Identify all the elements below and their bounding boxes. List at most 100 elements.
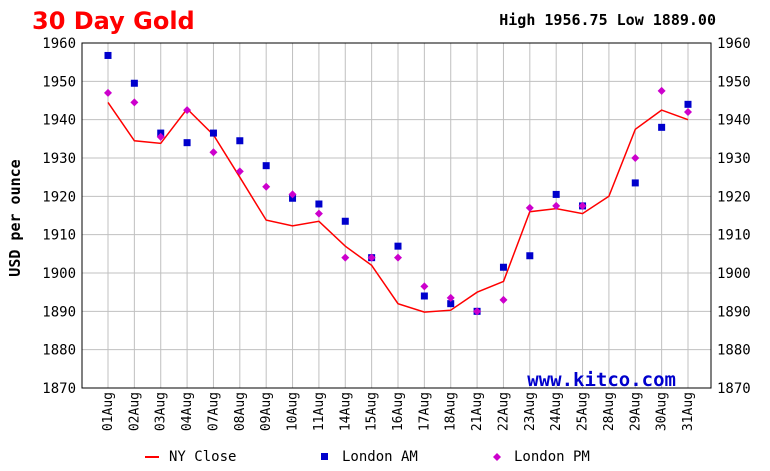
point-london-pm <box>657 86 666 95</box>
x-tick-label: 02Aug <box>127 392 142 431</box>
x-tick-label: 04Aug <box>180 392 195 431</box>
legend-swatch-london-pm <box>493 453 501 461</box>
point-london-pm <box>684 108 692 116</box>
plot-border <box>81 42 712 389</box>
y-tick-label: 1900 <box>42 266 76 282</box>
point-london-pm <box>473 307 482 316</box>
point-london-pm <box>446 293 455 302</box>
x-tick-label: 22Aug <box>496 392 511 431</box>
y-tick-label: 1930 <box>42 151 76 167</box>
legend-swatch-london-am <box>321 453 328 460</box>
y-tick-label: 1870 <box>42 381 76 397</box>
y-tick-label-right: 1890 <box>717 304 751 320</box>
x-tick-label: 01Aug <box>101 392 116 431</box>
x-tick-label: 16Aug <box>391 392 406 431</box>
y-tick-label: 1890 <box>42 304 76 320</box>
y-tick-label-right: 1880 <box>717 343 751 359</box>
point-london-am <box>130 79 138 87</box>
point-london-am <box>552 190 560 198</box>
point-london-am <box>658 123 666 131</box>
point-london-pm <box>552 201 561 210</box>
point-london-am <box>447 300 455 308</box>
legend-label: London AM <box>342 449 418 465</box>
point-london-pm <box>288 190 297 199</box>
point-london-pm <box>262 182 271 191</box>
point-london-am <box>262 162 270 170</box>
chart-title: 30 Day Gold <box>32 7 195 35</box>
y-tick-label-right: 1910 <box>717 228 751 244</box>
point-london-am <box>499 263 507 271</box>
point-london-pm <box>341 253 350 262</box>
y-tick-label: 1940 <box>42 113 76 129</box>
y-tick-label-right: 1960 <box>717 36 751 52</box>
point-london-pm <box>235 167 244 176</box>
x-tick-label: 18Aug <box>444 392 459 431</box>
y-tick-label: 1920 <box>42 189 76 205</box>
high-low-readout: High 1956.75 Low 1889.00 <box>499 11 716 29</box>
y-tick-label-right: 1930 <box>717 151 751 167</box>
point-london-pm <box>209 148 218 157</box>
x-tick-label: 30Aug <box>655 392 670 431</box>
point-london-am <box>209 129 217 137</box>
x-tick-label: 28Aug <box>602 392 617 431</box>
x-tick-label: 21Aug <box>470 392 485 431</box>
point-london-pm <box>420 282 429 291</box>
point-london-am <box>236 137 244 145</box>
y-tick-labels-right: 1870 1880 1890 1900 1910 1920 1930 1940 1950 1960 <box>717 36 751 397</box>
y-tick-label-right: 1900 <box>717 266 751 282</box>
legend-label: NY Close <box>169 449 236 465</box>
data-marks <box>104 51 692 316</box>
point-london-pm <box>631 154 640 162</box>
y-axis-label: USD per ounce <box>6 159 24 276</box>
point-london-am <box>394 242 402 250</box>
point-london-pm <box>156 132 165 141</box>
point-london-am <box>631 179 639 187</box>
point-london-am <box>183 139 191 147</box>
point-london-am <box>526 252 534 260</box>
x-tick-label: 15Aug <box>365 392 380 431</box>
x-tick-label: 14Aug <box>338 392 353 431</box>
y-tick-label-right: 1950 <box>717 74 751 90</box>
legend-label: London PM <box>514 449 590 465</box>
x-tick-label: 29Aug <box>628 392 643 431</box>
point-london-am <box>315 200 323 208</box>
x-tick-label: 03Aug <box>154 392 169 431</box>
x-tick-label: 23Aug <box>523 392 538 431</box>
kitco-watermark: www.kitco.com <box>527 369 676 391</box>
legend: NY Close London AM London PM <box>145 449 590 465</box>
y-tick-label-right: 1920 <box>717 189 751 205</box>
x-tick-labels: 01Aug 02Aug 03Aug 04Aug 07Aug 08Aug 09Aug 10Aug… <box>101 392 696 431</box>
point-london-pm <box>104 88 112 97</box>
x-tick-label: 25Aug <box>576 392 591 431</box>
point-london-am <box>341 217 349 225</box>
y-tick-label-right: 1940 <box>717 113 751 129</box>
point-london-pm <box>367 253 376 262</box>
x-tick-label: 08Aug <box>233 392 248 431</box>
x-tick-label: 07Aug <box>206 392 221 431</box>
y-tick-labels-left: 1870 1880 1890 1900 1910 1920 1930 1940 1950 1960 <box>42 36 76 397</box>
point-london-am <box>684 100 692 108</box>
y-tick-label-right: 1870 <box>717 381 751 397</box>
y-tick-label: 1960 <box>42 36 76 52</box>
point-london-am <box>420 292 428 300</box>
point-london-pm <box>578 201 587 210</box>
y-tick-label: 1910 <box>42 228 76 244</box>
point-london-pm <box>130 98 139 107</box>
x-tick-label: 10Aug <box>286 392 301 431</box>
y-tick-label: 1880 <box>42 343 76 359</box>
x-tick-label: 09Aug <box>259 392 274 431</box>
point-london-am <box>104 51 112 59</box>
point-london-pm <box>525 203 534 212</box>
x-tick-label: 17Aug <box>417 392 432 431</box>
x-tick-label: 31Aug <box>681 392 696 431</box>
x-tick-label: 11Aug <box>312 392 327 431</box>
point-london-pm <box>394 253 402 262</box>
point-london-pm <box>499 295 508 304</box>
x-tick-label: 24Aug <box>549 392 564 431</box>
series-line-ny-close <box>107 101 689 313</box>
point-london-pm <box>314 209 323 218</box>
y-tick-label: 1950 <box>42 74 76 90</box>
point-london-pm <box>183 106 192 115</box>
plot-area <box>82 43 711 388</box>
